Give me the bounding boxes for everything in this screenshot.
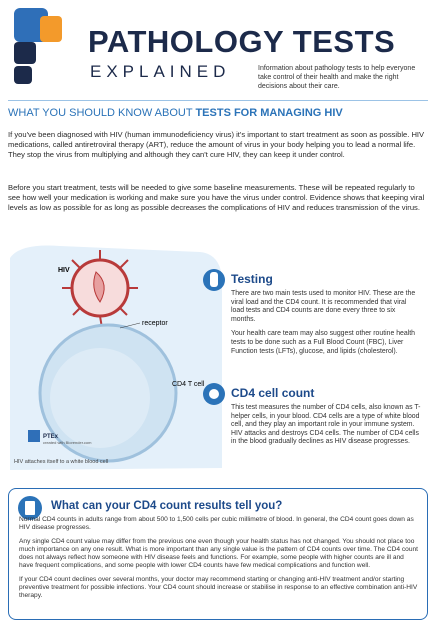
- divider: [8, 100, 428, 101]
- intro-paragraph: If you've been diagnosed with HIV (human…: [8, 130, 425, 159]
- logo: [14, 8, 62, 84]
- label-receptor: receptor: [142, 320, 168, 327]
- tagline: Information about pathology tests to hel…: [258, 65, 416, 90]
- section-title: WHAT YOU SHOULD KNOW ABOUT TESTS FOR MAN…: [8, 107, 343, 119]
- subtitle: EXPLAINED: [90, 62, 231, 81]
- testing-heading: Testing: [231, 272, 273, 286]
- label-cell: CD4 T cell: [172, 381, 205, 388]
- testing-paragraph: There are two main tests used to monitor…: [231, 290, 416, 323]
- results-paragraph: Any single CD4 count value may differ fr…: [19, 537, 418, 570]
- label-virus: HIV: [58, 267, 70, 274]
- results-paragraph: Normal CD4 counts in adults range from a…: [19, 516, 414, 532]
- results-box: What can your CD4 count results tell you…: [8, 488, 428, 620]
- section-title-prefix: WHAT YOU SHOULD KNOW ABOUT: [8, 107, 193, 119]
- caption: HIV attaches itself to a white blood cel…: [14, 459, 108, 465]
- results-paragraph: If your CD4 count declines over several …: [19, 575, 418, 600]
- illustration: HIV receptor CD4 T cell PTEx created wit…: [10, 245, 225, 470]
- results-body: Normal CD4 counts in adults range from a…: [19, 516, 419, 606]
- results-heading: What can your CD4 count results tell you…: [51, 500, 283, 512]
- testing-column: Testing There are two main tests used to…: [231, 272, 421, 362]
- cd4-heading: CD4 cell count: [231, 386, 315, 400]
- clipboard-icon: [18, 496, 42, 520]
- credit-name: PTEx: [43, 434, 59, 440]
- section-title-highlight: TESTS FOR MANAGING HIV: [195, 107, 343, 119]
- cd4-paragraph: This test measures the number of CD4 cel…: [231, 404, 421, 446]
- cd4-column: CD4 cell count This test measures the nu…: [231, 386, 421, 453]
- credit-note: created with Biorender.com: [43, 440, 92, 445]
- title: PATHOLOGY TESTS: [88, 24, 396, 59]
- testing-paragraph: Your health care team may also suggest o…: [231, 330, 415, 355]
- intro-paragraph: Before you start treatment, tests will b…: [8, 183, 425, 212]
